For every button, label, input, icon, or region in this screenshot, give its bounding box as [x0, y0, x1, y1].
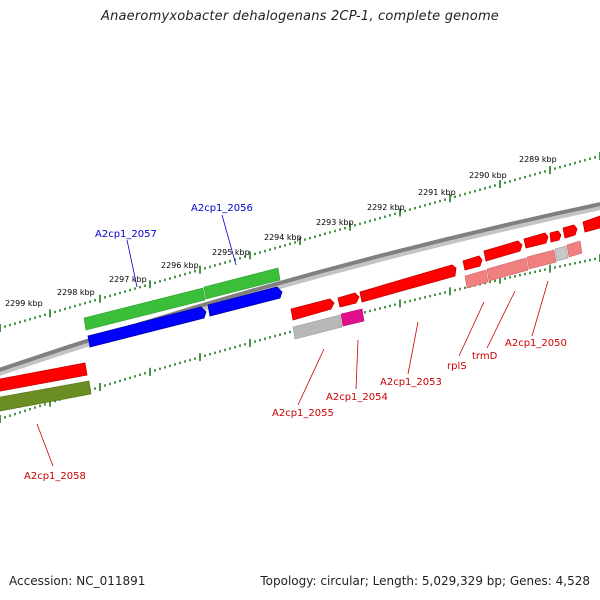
tick-label-2298: 2298 kbp [57, 288, 95, 297]
label-a2cp1-2057[interactable]: A2cp1_2057 [95, 229, 157, 240]
gene-bar-trmd[interactable] [486, 257, 529, 282]
genome-summary-text: Topology: circular; Length: 5,029,329 bp… [260, 574, 590, 588]
gene-bar-small[interactable] [554, 245, 569, 262]
gene-arrow-2057-cds[interactable] [87, 306, 207, 348]
tick-label-2291: 2291 kbp [418, 188, 456, 197]
gene-arrow-trmd-cds[interactable] [483, 240, 523, 262]
tick-label-2299: 2299 kbp [5, 299, 43, 308]
tick-label-2289: 2289 kbp [519, 155, 557, 164]
gene-arrow-2055-cds[interactable] [290, 298, 335, 321]
leader-2056 [221, 214, 237, 266]
reverse-strand-features [83, 267, 283, 348]
label-a2cp1-2053[interactable]: A2cp1_2053 [380, 377, 442, 388]
tick-label-2296: 2296 kbp [161, 261, 199, 270]
label-rpls[interactable]: rplS [447, 361, 467, 372]
gene-arrow-2053-cds[interactable] [359, 264, 457, 303]
leader-2055 [297, 348, 325, 406]
tick-label-2295: 2295 kbp [212, 248, 250, 257]
gene-bar-rpls[interactable] [464, 269, 489, 289]
label-a2cp1-2054[interactable]: A2cp1_2054 [326, 392, 388, 403]
leader-2058 [36, 423, 54, 467]
gene-bar-2054[interactable] [340, 308, 365, 327]
leader-2057 [126, 239, 138, 288]
leader-rpls [458, 301, 485, 357]
forward-strand-features [290, 215, 600, 340]
accession-text: Accession: NC_011891 [9, 574, 146, 588]
gene-arrow-2050-cds[interactable] [523, 232, 549, 249]
gene-arrow-2054-cds[interactable] [337, 292, 360, 308]
label-leaders [36, 214, 549, 467]
lower-left-features [0, 362, 92, 412]
backbone-shadow [0, 204, 600, 376]
gene-arrow-edge-cds[interactable] [582, 215, 600, 233]
gene-bar-edge[interactable] [566, 240, 583, 258]
gene-bar-2057[interactable] [83, 287, 206, 331]
chromosome-backbone [0, 202, 600, 372]
label-a2cp1-2058[interactable]: A2cp1_2058 [24, 471, 86, 482]
label-a2cp1-2050[interactable]: A2cp1_2050 [505, 338, 567, 349]
gene-arrow-small-a-cds[interactable] [549, 230, 562, 243]
gene-arrow-2056-cds[interactable] [207, 286, 283, 317]
gene-bar-2058[interactable] [0, 380, 92, 412]
genome-title: Anaeromyxobacter dehalogenans 2CP-1, com… [100, 9, 500, 24]
leader-2050 [531, 280, 549, 337]
gene-bar-2050[interactable] [526, 249, 557, 270]
tick-labels: 2289 kbp 2290 kbp 2291 kbp 2292 kbp 2293… [5, 155, 557, 308]
gene-arrow-2058-cds[interactable] [0, 362, 88, 392]
gene-arrow-rpls-cds[interactable] [462, 255, 483, 271]
label-trmd[interactable]: trmD [472, 351, 498, 362]
tick-label-2292: 2292 kbp [367, 203, 405, 212]
tick-label-2293: 2293 kbp [316, 218, 354, 227]
leader-trmd [486, 290, 516, 349]
leader-2053 [407, 321, 419, 375]
gene-bar-2056[interactable] [203, 267, 281, 300]
gene-bar-2055[interactable] [292, 314, 343, 340]
label-a2cp1-2056[interactable]: A2cp1_2056 [191, 203, 253, 214]
upper-kbp-scale [0, 152, 600, 332]
tick-label-2297: 2297 kbp [109, 275, 147, 284]
gene-labels: A2cp1_2050 trmD rplS A2cp1_2053 A2cp1_20… [24, 203, 567, 482]
label-a2cp1-2055[interactable]: A2cp1_2055 [272, 408, 334, 419]
tick-label-2290: 2290 kbp [469, 171, 507, 180]
tick-label-2294: 2294 kbp [264, 233, 302, 242]
leader-2054 [355, 339, 359, 390]
gene-arrow-small-b-cds[interactable] [562, 224, 578, 239]
